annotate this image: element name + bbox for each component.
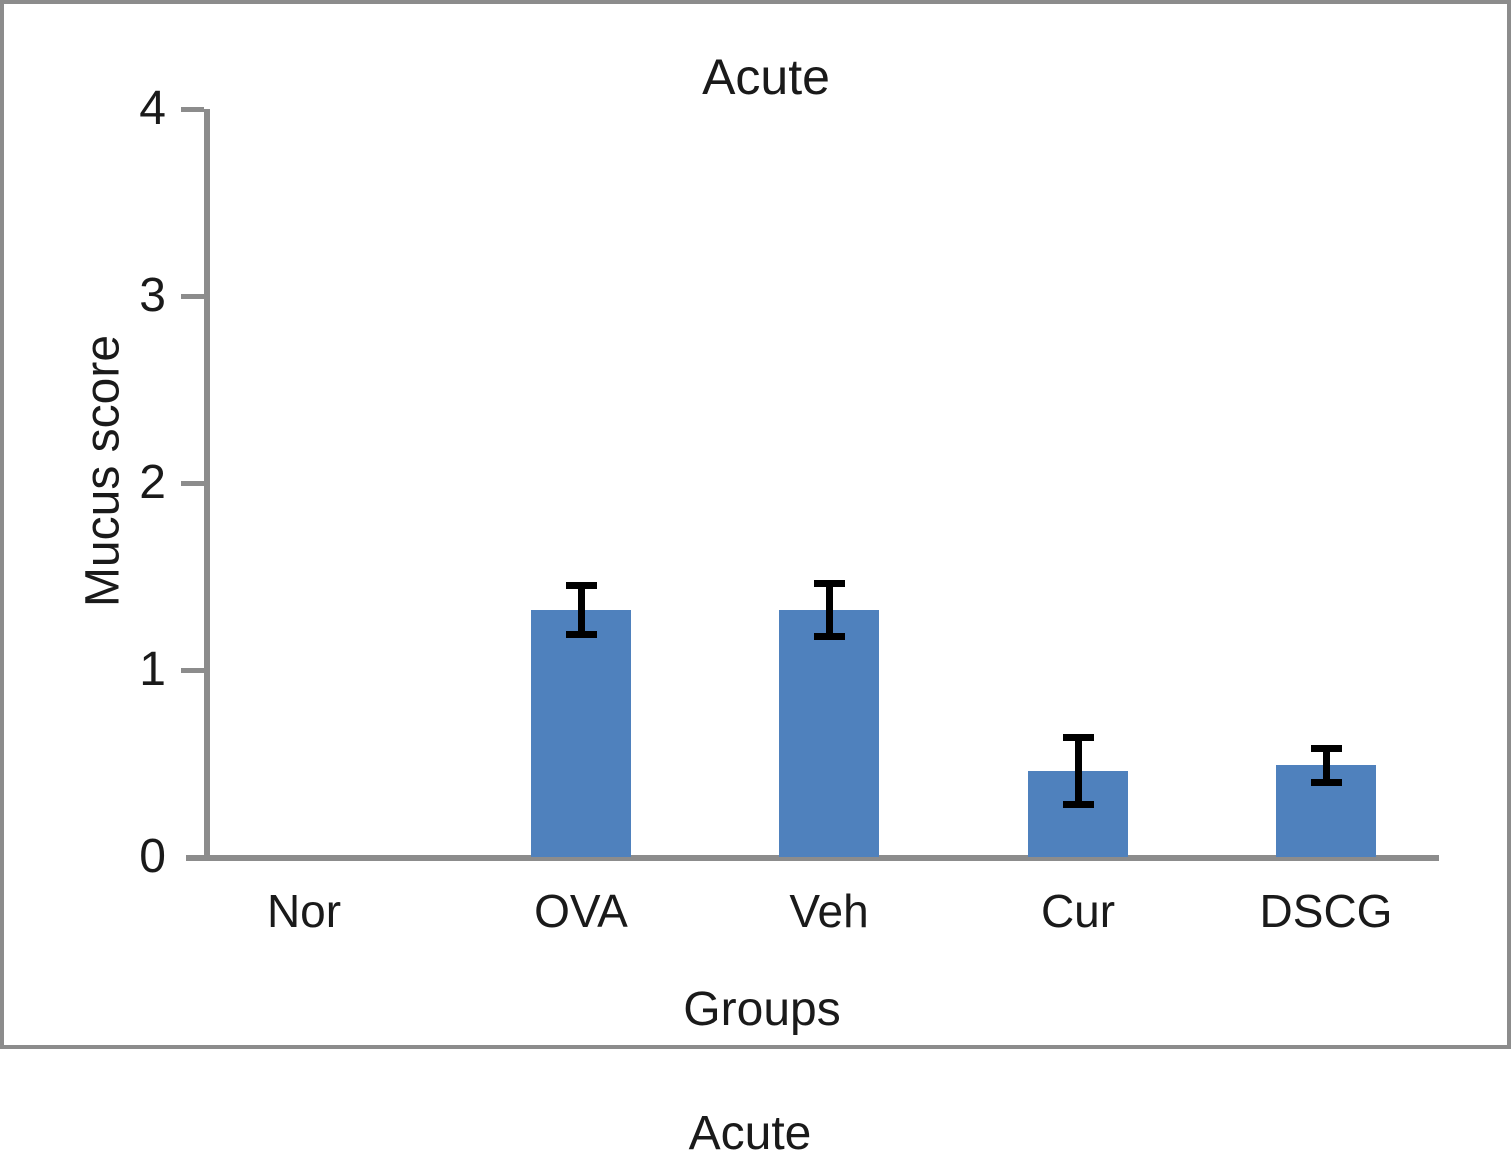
y-tick-mark bbox=[181, 294, 204, 299]
error-bar-cap-bottom bbox=[565, 631, 597, 639]
chart-title: Acute bbox=[702, 49, 830, 105]
error-bar-cap-top bbox=[565, 582, 597, 590]
error-bar-line bbox=[825, 580, 833, 641]
x-tick-label-ova: OVA bbox=[534, 885, 628, 937]
y-tick-mark bbox=[181, 107, 204, 112]
error-bar-cap-bottom bbox=[813, 633, 845, 641]
error-bar-line bbox=[577, 582, 585, 639]
y-tick-label: 1 bbox=[139, 643, 166, 696]
figure-caption: Acute bbox=[688, 1107, 812, 1160]
bar-veh bbox=[779, 610, 879, 857]
y-tick-label: 2 bbox=[139, 456, 166, 509]
error-bar-cap-top bbox=[1310, 744, 1342, 752]
x-tick-label-dscg: DSCG bbox=[1259, 885, 1393, 937]
x-axis-line bbox=[186, 855, 1439, 861]
error-bar-cap-top bbox=[1062, 733, 1094, 741]
error-bar-cap-bottom bbox=[1310, 778, 1342, 786]
error-bar-cap-bottom bbox=[1062, 801, 1094, 809]
y-tick-label: 3 bbox=[139, 269, 166, 322]
bar-ova bbox=[531, 610, 631, 857]
error-bar-line bbox=[1074, 733, 1082, 809]
y-tick-mark bbox=[181, 668, 204, 673]
x-axis-title: Groups bbox=[683, 983, 841, 1036]
error-bar-cap-top bbox=[813, 580, 845, 588]
x-tick-label-nor: Nor bbox=[266, 885, 342, 937]
error-bar-line bbox=[1322, 744, 1330, 786]
y-tick-label: 4 bbox=[139, 82, 166, 135]
y-tick-label: 0 bbox=[139, 830, 166, 883]
x-tick-label-cur: Cur bbox=[1040, 885, 1116, 937]
x-tick-label-veh: Veh bbox=[789, 885, 869, 937]
y-tick-mark bbox=[181, 481, 204, 486]
y-axis-line bbox=[204, 109, 210, 860]
